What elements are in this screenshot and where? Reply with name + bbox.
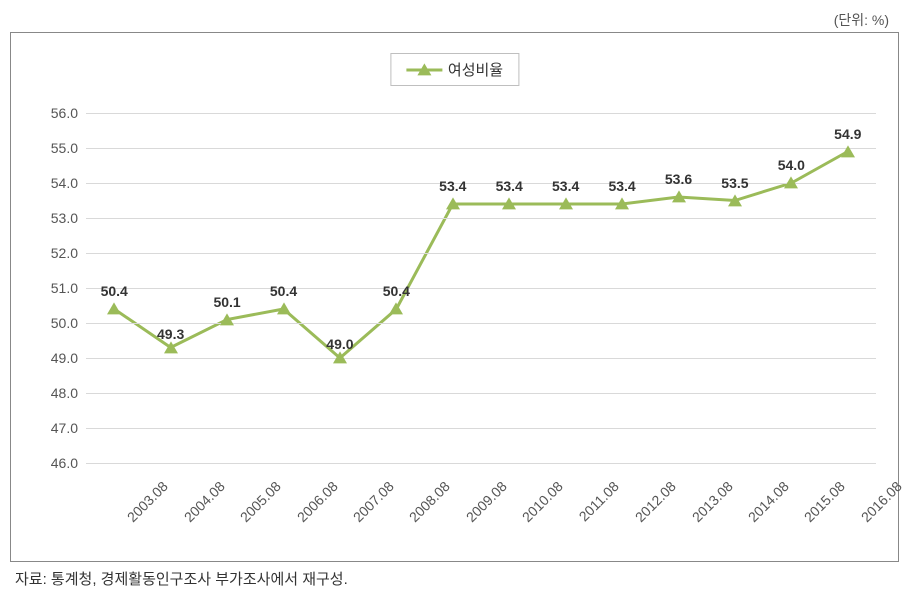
- gridline: [86, 358, 876, 359]
- legend-marker-icon: [406, 63, 442, 77]
- data-label: 53.4: [496, 178, 523, 194]
- gridline: [86, 113, 876, 114]
- data-label: 50.4: [383, 283, 410, 299]
- x-axis-label: 2008.08: [406, 478, 453, 525]
- chart-border: 여성비율 46.047.048.049.050.051.052.053.054.…: [10, 32, 899, 562]
- gridline: [86, 183, 876, 184]
- gridline: [86, 253, 876, 254]
- data-label: 53.4: [439, 178, 466, 194]
- data-label: 53.6: [665, 171, 692, 187]
- x-axis-label: 2005.08: [237, 478, 284, 525]
- x-axis-label: 2011.08: [575, 478, 621, 524]
- data-point-marker-icon: [107, 302, 121, 314]
- chart-wrapper: (단위: %) 여성비율 46.047.048.049.050.051.052.…: [10, 10, 899, 589]
- data-point-marker-icon: [220, 313, 234, 325]
- gridline: [86, 148, 876, 149]
- data-point-marker-icon: [333, 351, 347, 363]
- data-label: 53.5: [721, 175, 748, 191]
- x-axis-label: 2006.08: [293, 478, 340, 525]
- data-label: 50.1: [213, 294, 240, 310]
- data-label: 53.4: [608, 178, 635, 194]
- plot-area: 46.047.048.049.050.051.052.053.054.055.0…: [86, 113, 876, 463]
- gridline: [86, 288, 876, 289]
- x-axis-label: 2012.08: [632, 478, 679, 525]
- data-point-marker-icon: [841, 145, 855, 157]
- legend: 여성비율: [390, 53, 519, 86]
- y-axis-label: 48.0: [51, 385, 78, 401]
- data-point-marker-icon: [728, 194, 742, 206]
- data-label: 49.0: [326, 336, 353, 352]
- gridline: [86, 218, 876, 219]
- data-label: 54.9: [834, 126, 861, 142]
- x-axis-label: 2015.08: [801, 478, 848, 525]
- x-axis-label: 2016.08: [858, 478, 905, 525]
- legend-triangle-icon: [417, 63, 431, 75]
- x-axis-label: 2014.08: [745, 478, 792, 525]
- data-label: 49.3: [157, 326, 184, 342]
- data-label: 50.4: [101, 283, 128, 299]
- data-point-marker-icon: [277, 302, 291, 314]
- data-point-marker-icon: [559, 197, 573, 209]
- legend-text: 여성비율: [448, 59, 503, 80]
- source-note: 자료: 통계청, 경제활동인구조사 부가조사에서 재구성.: [10, 568, 899, 589]
- data-point-marker-icon: [784, 176, 798, 188]
- data-point-marker-icon: [164, 341, 178, 353]
- data-label: 50.4: [270, 283, 297, 299]
- data-point-marker-icon: [672, 190, 686, 202]
- gridline: [86, 463, 876, 464]
- x-axis-label: 2003.08: [124, 478, 171, 525]
- gridline: [86, 428, 876, 429]
- data-point-marker-icon: [502, 197, 516, 209]
- unit-label: (단위: %): [10, 10, 899, 30]
- x-axis-label: 2007.08: [350, 478, 397, 525]
- y-axis-label: 51.0: [51, 280, 78, 296]
- x-axis-label: 2009.08: [463, 478, 510, 525]
- y-axis-label: 55.0: [51, 140, 78, 156]
- y-axis-label: 52.0: [51, 245, 78, 261]
- y-axis-label: 47.0: [51, 420, 78, 436]
- y-axis-label: 54.0: [51, 175, 78, 191]
- y-axis-label: 50.0: [51, 315, 78, 331]
- x-axis-label: 2010.08: [519, 478, 566, 525]
- y-axis-label: 49.0: [51, 350, 78, 366]
- gridline: [86, 323, 876, 324]
- data-point-marker-icon: [446, 197, 460, 209]
- data-point-marker-icon: [389, 302, 403, 314]
- y-axis-label: 46.0: [51, 455, 78, 471]
- y-axis-label: 56.0: [51, 105, 78, 121]
- x-axis-label: 2004.08: [180, 478, 227, 525]
- x-axis-label: 2013.08: [688, 478, 735, 525]
- y-axis-label: 53.0: [51, 210, 78, 226]
- gridline: [86, 393, 876, 394]
- data-point-marker-icon: [615, 197, 629, 209]
- data-label: 54.0: [778, 157, 805, 173]
- data-label: 53.4: [552, 178, 579, 194]
